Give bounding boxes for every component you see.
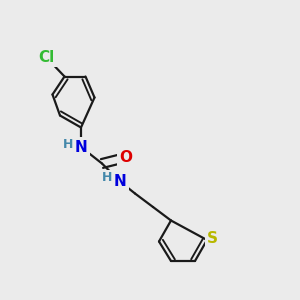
Text: H: H	[102, 171, 112, 184]
Text: H: H	[63, 137, 74, 151]
Text: N: N	[75, 140, 87, 154]
Text: O: O	[119, 150, 133, 165]
Text: N: N	[114, 174, 126, 189]
Text: S: S	[207, 231, 218, 246]
Text: Cl: Cl	[38, 50, 55, 65]
